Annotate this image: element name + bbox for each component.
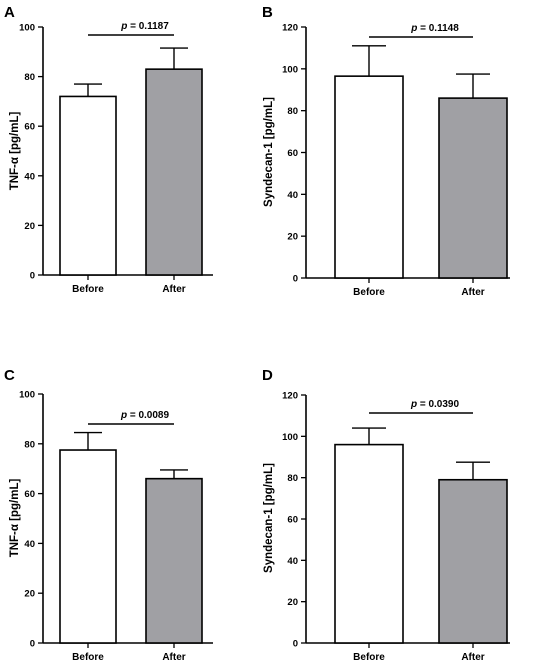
p-value-label: p = 0.1187: [120, 21, 169, 32]
chart-panel-d: D 0 20 40 60 80 100 120 Syndecan-1 [pg/mL] Before…: [262, 367, 510, 663]
bar-before: [334, 75, 404, 279]
y-axis-label: TNF-α [pg/mL]: [9, 112, 21, 191]
p-value-label: p = 0.1148: [410, 23, 459, 34]
y-tick-label: 40: [24, 171, 35, 182]
y-tick-label: 60: [24, 489, 35, 500]
y-tick-label: 80: [287, 106, 298, 117]
y-tick-label: 20: [287, 597, 298, 608]
y-tick-label: 40: [287, 190, 298, 201]
y-tick-label: 0: [30, 639, 35, 650]
y-tick-label: 60: [24, 122, 35, 133]
y-tick-label: 0: [293, 274, 298, 285]
y-tick-label: 80: [24, 72, 35, 83]
y-tick-label: 100: [282, 64, 298, 75]
y-tick-label: 20: [24, 221, 35, 232]
y-tick-label: 60: [287, 148, 298, 159]
chart-panel-b: B 0 20 40 60 80 100 120 Syndecan-1 [pg/mL] Before…: [262, 4, 510, 298]
chart-panel-a: A 0 20 40 60 80 100 TNF-α [pg/mL] Before After p =…: [4, 4, 213, 295]
x-tick-label: Before: [353, 652, 385, 663]
y-axis-label: TNF-α [pg/mL]: [9, 479, 21, 558]
y-axis-label: Syndecan-1 [pg/mL]: [263, 97, 275, 207]
x-tick-label: After: [162, 284, 185, 295]
y-tick-label: 100: [19, 23, 35, 34]
chart-panel-c: C 0 20 40 60 80 100 TNF-α [pg/mL] Before After p =…: [4, 367, 213, 663]
x-tick-label: After: [461, 652, 484, 663]
x-tick-label: Before: [353, 287, 385, 298]
bar-after: [145, 477, 203, 644]
bar-after: [438, 478, 508, 644]
panel-letter: A: [4, 4, 15, 21]
y-tick-label: 0: [30, 271, 35, 282]
y-tick-label: 40: [24, 539, 35, 550]
y-tick-label: 100: [282, 432, 298, 443]
p-value-label: p = 0.0089: [120, 410, 170, 421]
y-tick-label: 40: [287, 556, 298, 567]
y-tick-label: 60: [287, 515, 298, 526]
bar-before: [59, 449, 117, 644]
bar-before: [334, 443, 404, 644]
bar-before: [59, 95, 117, 276]
y-tick-label: 0: [293, 639, 298, 650]
panel-letter: C: [4, 367, 15, 384]
x-tick-label: After: [461, 287, 484, 298]
y-tick-label: 120: [282, 391, 298, 402]
bar-after: [438, 97, 508, 279]
y-tick-label: 20: [287, 232, 298, 243]
x-tick-label: After: [162, 652, 185, 663]
panel-letter: D: [262, 367, 273, 384]
y-axis-label: Syndecan-1 [pg/mL]: [263, 463, 275, 573]
y-tick-label: 20: [24, 589, 35, 600]
x-tick-label: Before: [72, 284, 104, 295]
p-value-label: p = 0.0390: [410, 399, 460, 410]
panel-letter: B: [262, 4, 273, 21]
y-tick-label: 100: [19, 390, 35, 401]
bar-after: [145, 68, 203, 276]
x-tick-label: Before: [72, 652, 104, 663]
y-tick-label: 80: [24, 439, 35, 450]
y-tick-label: 80: [287, 473, 298, 484]
y-tick-label: 120: [282, 23, 298, 34]
